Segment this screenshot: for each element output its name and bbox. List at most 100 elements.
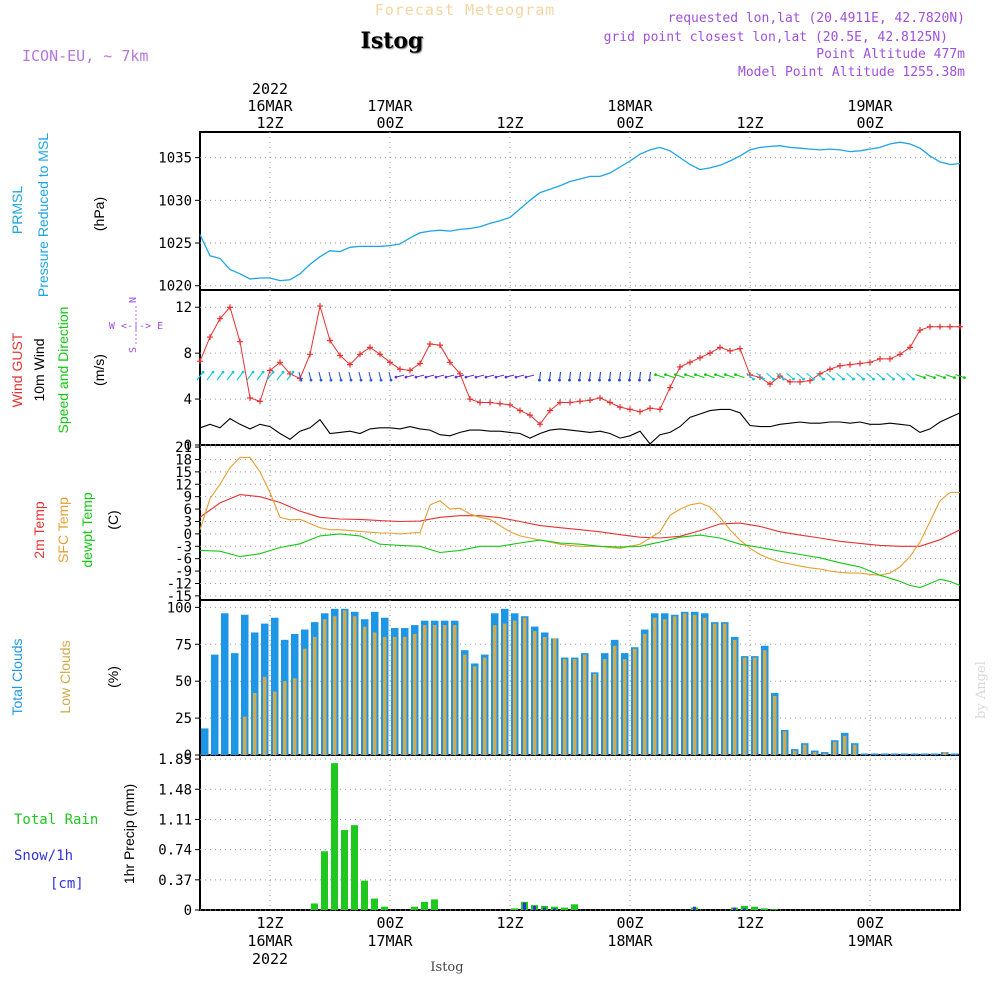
- snow-bar: [533, 905, 536, 910]
- rain-bar: [511, 908, 518, 910]
- gust-point: [567, 399, 573, 406]
- wind-arrow: [196, 371, 204, 381]
- wind-arrow-head: [299, 378, 303, 382]
- y-tick-label: 0: [184, 903, 192, 919]
- wind-arrow: [806, 372, 814, 380]
- wind-arrow-head: [734, 373, 737, 377]
- gust-point: [767, 381, 773, 388]
- wind-arrow: [935, 374, 945, 379]
- wind-ylabels: Wind GUST 10m Wind Speed and Direction (…: [9, 297, 163, 433]
- gust-point: [337, 352, 343, 359]
- low-cloud-bar: [753, 657, 757, 755]
- wind-arrow-head: [628, 378, 631, 382]
- low-cloud-bar: [663, 619, 667, 755]
- wind-arrow-head: [568, 378, 571, 382]
- low-cloud-bar: [783, 731, 787, 755]
- low-cloud-bar: [633, 648, 637, 755]
- wind-arrow-head: [822, 377, 825, 381]
- total-cloud-bar: [211, 654, 219, 755]
- gridpoint-coords: grid point closest lon,lat (20.5E, 42.81…: [604, 30, 948, 45]
- y-tick-label: 21: [175, 440, 192, 456]
- gust-point: [527, 412, 533, 419]
- total-cloud-bar: [271, 617, 279, 755]
- wind-arrow: [685, 374, 695, 379]
- low-cloud-bar: [373, 632, 377, 755]
- low-cloud-bar: [353, 616, 357, 755]
- compass-n: N: [128, 297, 139, 303]
- low-cloud-bar: [813, 752, 817, 755]
- wind-arrow-head: [379, 378, 383, 382]
- low-cloud-bar: [543, 636, 547, 755]
- low-cloud-bar: [623, 659, 627, 755]
- low-cloud-bar: [253, 693, 257, 755]
- bottom-time-label: 12Z: [496, 914, 523, 932]
- total-cloud-bar: [201, 728, 209, 755]
- top-time-label: 16MAR: [247, 97, 293, 115]
- wind-arrow: [236, 371, 244, 381]
- gust-point: [267, 367, 273, 374]
- wind-arrow-head: [724, 373, 727, 377]
- rain-bar: [421, 901, 428, 910]
- gust-point: [327, 337, 333, 344]
- wind-arrow-head: [812, 377, 815, 381]
- gust-point: [497, 400, 503, 407]
- top-time-label: 00Z: [856, 114, 883, 132]
- gust-point: [837, 362, 843, 369]
- total-cloud-bar: [931, 753, 939, 755]
- gust-point: [867, 359, 873, 366]
- total-cloud-bar: [221, 613, 229, 755]
- gust-point: [667, 384, 673, 391]
- bottom-time-label: 18MAR: [607, 932, 653, 950]
- wind-arrow: [286, 371, 294, 381]
- wind-arrow-head: [309, 378, 313, 382]
- gust-point: [657, 406, 663, 413]
- rain-bar: [741, 905, 748, 910]
- low-cloud-bar: [513, 620, 517, 755]
- wind-arrow: [665, 374, 675, 379]
- wind-arrow-head: [588, 378, 591, 382]
- wind-arrow-head: [444, 375, 448, 379]
- snow-bar: [553, 908, 556, 910]
- total-cloud-bar: [861, 753, 869, 755]
- gust-point: [697, 354, 703, 361]
- y-tick-label: -12: [167, 576, 192, 592]
- gust-point: [847, 361, 853, 368]
- bottom-time-label: 17MAR: [367, 932, 413, 950]
- y-tick-label: 0.37: [158, 873, 192, 889]
- wind-arrow: [786, 372, 794, 380]
- wind-arrow-head: [654, 373, 657, 377]
- wind-arrow-head: [454, 375, 458, 379]
- wind-arrow-head: [538, 378, 541, 382]
- low-cloud-bar: [683, 613, 687, 755]
- top-time-label: 12Z: [496, 114, 523, 132]
- gust-point: [787, 378, 793, 385]
- low-cloud-bar: [383, 636, 387, 755]
- gust-point: [577, 398, 583, 405]
- low-cloud-bar: [453, 625, 457, 755]
- temp-ylabels: 2m Temp SFC Temp dewpt Temp (C): [31, 492, 121, 567]
- wind-arrow-head: [674, 373, 677, 377]
- gust-point: [517, 407, 523, 414]
- gust-point: [897, 351, 903, 358]
- gust-point: [827, 366, 833, 373]
- wind-arrow: [756, 372, 764, 380]
- gust-point: [807, 377, 813, 384]
- total-cloud-bar: [871, 753, 879, 755]
- total-cloud-bar: [891, 753, 899, 755]
- wind-arrow-head: [494, 375, 498, 379]
- wind-arrow-head: [359, 378, 363, 382]
- low-cloud-bar: [343, 610, 347, 755]
- low-cloud-bar: [503, 623, 507, 755]
- y-tick-label: 0.74: [158, 843, 192, 859]
- low-cloud-bar: [323, 619, 327, 755]
- gust-point: [707, 350, 713, 357]
- wind-arrow: [766, 372, 774, 380]
- t2m-label: 2m Temp: [31, 501, 47, 559]
- rain-bar: [431, 899, 438, 910]
- snow-unit: [cm]: [50, 876, 84, 892]
- wind-arrow-head: [434, 375, 438, 379]
- dewpt-line: [199, 533, 961, 589]
- gust-point: [537, 421, 543, 428]
- bottom-time-label: 12Z: [736, 914, 763, 932]
- low-cloud-bar: [603, 659, 607, 755]
